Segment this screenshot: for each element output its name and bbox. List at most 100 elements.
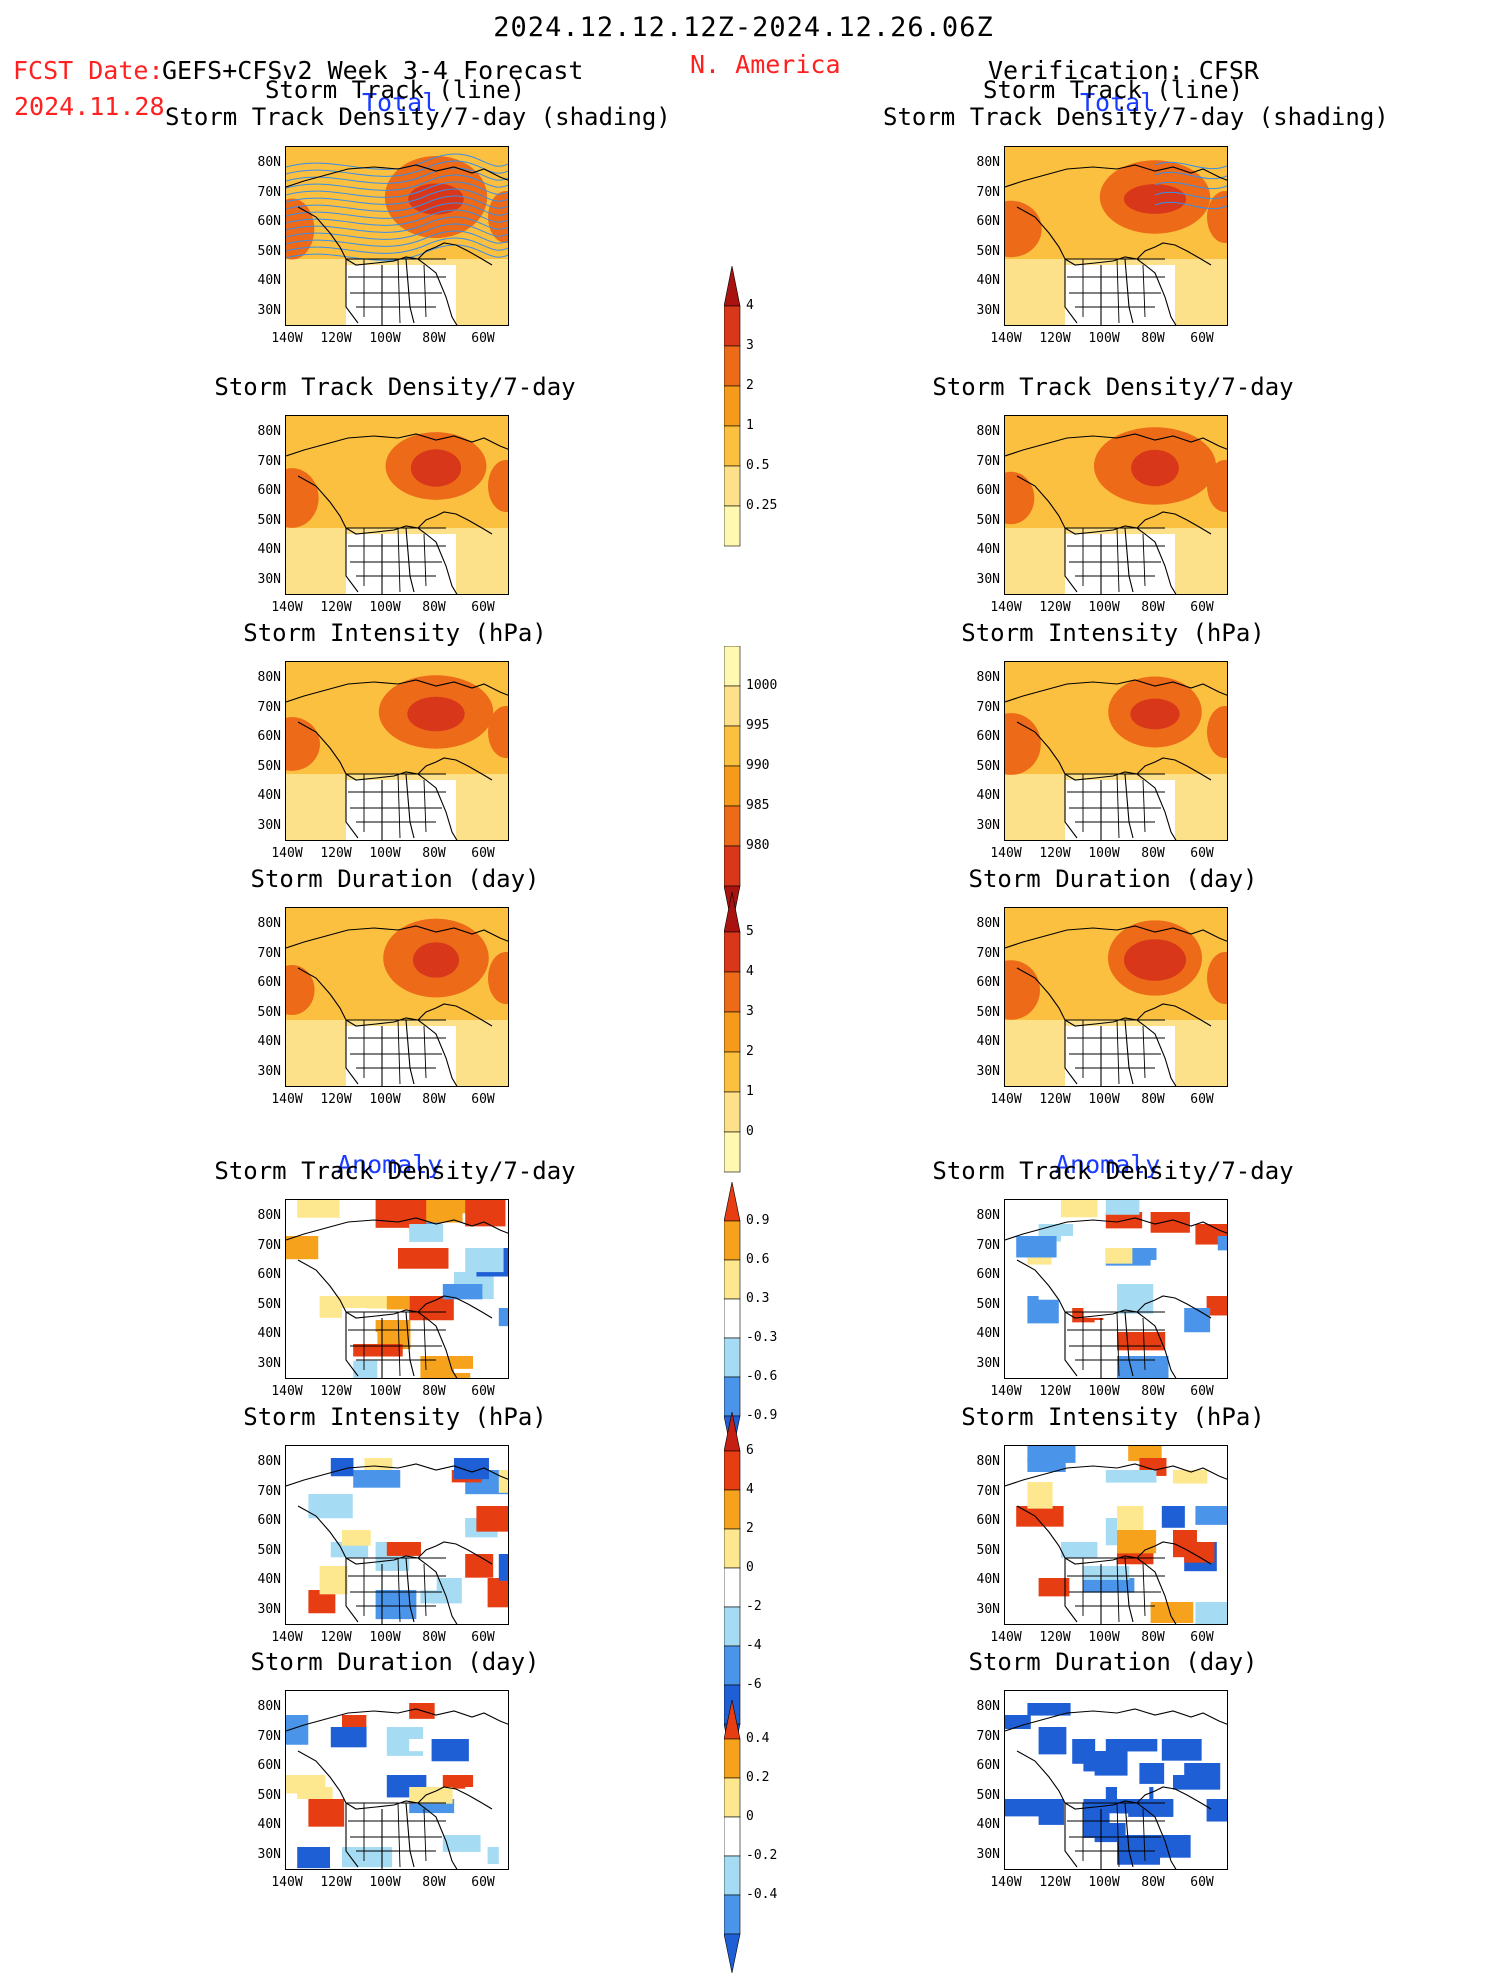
colorbar-label: 0.5: [746, 458, 770, 473]
lat-label: 80N: [257, 424, 281, 439]
lon-label: 100W: [1088, 1092, 1120, 1107]
colorbar-label: 4: [746, 298, 754, 313]
colorbar-label: 4: [746, 964, 754, 979]
colorbar-label: 1000: [746, 678, 778, 693]
section-total-right: Total: [1080, 88, 1156, 117]
lat-label: 40N: [976, 1326, 1000, 1341]
lon-label: 140W: [990, 600, 1022, 615]
lat-label: 40N: [257, 1034, 281, 1049]
map-panel-r5-L: [285, 1445, 509, 1625]
panel-title-r3-R-0: Storm Duration (day): [968, 865, 1258, 893]
lat-label: 50N: [976, 1296, 1000, 1312]
colorbar-density-total: [724, 266, 741, 547]
panel-title-r6-L-0: Storm Duration (day): [250, 1648, 540, 1676]
lon-label: 60W: [1190, 846, 1214, 861]
lat-label: 70N: [257, 1483, 281, 1499]
panel-title-r1-R-0: Storm Track Density/7-day: [932, 373, 1294, 401]
lon-label: 80W: [1141, 1092, 1165, 1107]
lon-label: 120W: [1039, 1092, 1071, 1107]
lon-label: 80W: [1141, 1630, 1165, 1645]
lon-label: 120W: [1039, 1630, 1071, 1645]
lat-label: 50N: [976, 758, 1000, 774]
map-panel-r1-L: [285, 415, 509, 595]
lat-label: 60N: [257, 975, 281, 990]
lat-label: 30N: [257, 571, 281, 587]
colorbar-label: 0: [746, 1560, 754, 1575]
lon-label: 80W: [422, 1384, 446, 1399]
lat-label: 30N: [257, 817, 281, 833]
lon-label: 100W: [1088, 1384, 1120, 1399]
lat-label: 30N: [976, 1846, 1000, 1862]
colorbar-label: 0: [746, 1809, 754, 1824]
section-total-left: Total: [362, 88, 438, 117]
colorbar-label: 985: [746, 798, 770, 813]
lat-label: 30N: [976, 817, 1000, 833]
lat-label: 60N: [976, 1513, 1000, 1528]
colorbar-duration-total: [724, 892, 741, 1173]
lon-label: 80W: [422, 1092, 446, 1107]
colorbar-intensity-total: [724, 646, 741, 927]
lon-label: 60W: [1190, 1384, 1214, 1399]
lon-label: 140W: [271, 1092, 303, 1107]
lat-label: 50N: [257, 758, 281, 774]
lat-label: 30N: [976, 1601, 1000, 1617]
lat-label: 60N: [257, 1758, 281, 1773]
lon-label: 60W: [471, 331, 495, 346]
lat-label: 70N: [257, 945, 281, 961]
colorbar-label: -6: [746, 1677, 762, 1692]
lat-label: 60N: [976, 214, 1000, 229]
colorbar-label: 0: [746, 1124, 754, 1139]
lon-label: 80W: [422, 846, 446, 861]
lon-label: 140W: [990, 1875, 1022, 1890]
lon-label: 100W: [369, 1875, 401, 1890]
colorbar-label: 0.6: [746, 1252, 770, 1267]
lon-label: 80W: [1141, 846, 1165, 861]
lat-label: 50N: [257, 1787, 281, 1803]
lon-label: 100W: [1088, 1875, 1120, 1890]
lon-label: 120W: [320, 1092, 352, 1107]
lon-label: 80W: [422, 1630, 446, 1645]
colorbar-label: 995: [746, 718, 770, 733]
colorbar-label: 2: [746, 1521, 754, 1536]
lon-label: 100W: [369, 1092, 401, 1107]
lat-label: 40N: [257, 273, 281, 288]
lon-label: 120W: [320, 846, 352, 861]
lon-label: 120W: [1039, 1384, 1071, 1399]
colorbar-label: 1: [746, 1084, 754, 1099]
lat-label: 60N: [976, 1758, 1000, 1773]
map-panel-r4-L: [285, 1199, 509, 1379]
lon-label: 100W: [1088, 1630, 1120, 1645]
lat-label: 50N: [257, 1296, 281, 1312]
colorbar-label: 4: [746, 1482, 754, 1497]
lon-label: 100W: [369, 600, 401, 615]
map-panel-r2-R: [1004, 661, 1228, 841]
lon-label: 100W: [369, 331, 401, 346]
lon-label: 80W: [1141, 600, 1165, 615]
lat-label: 70N: [976, 699, 1000, 715]
colorbar-label: -0.4: [746, 1887, 778, 1902]
colorbar-label: -0.2: [746, 1848, 778, 1863]
lat-label: 60N: [257, 1267, 281, 1282]
lat-label: 30N: [976, 1355, 1000, 1371]
panel-title-r1-L-0: Storm Track Density/7-day: [214, 373, 576, 401]
verification-label: Verification: CFSR: [988, 56, 1259, 85]
lat-label: 80N: [257, 1699, 281, 1714]
colorbar-label: -4: [746, 1638, 762, 1653]
lat-label: 80N: [976, 916, 1000, 931]
colorbar-label: 990: [746, 758, 770, 773]
panel-title-r0-L-1: Storm Track Density/7-day (shading): [165, 103, 671, 131]
lon-label: 80W: [1141, 1384, 1165, 1399]
panel-title-r0-L-0: Storm Track (line): [264, 76, 526, 104]
colorbar-label: 2: [746, 1044, 754, 1059]
lon-label: 140W: [990, 1384, 1022, 1399]
section-anomaly-right: Anomaly: [1055, 1150, 1161, 1179]
lon-label: 120W: [320, 600, 352, 615]
map-panel-r3-L: [285, 907, 509, 1087]
lat-label: 50N: [257, 512, 281, 528]
panel-title-r3-L-0: Storm Duration (day): [250, 865, 540, 893]
lat-label: 40N: [976, 788, 1000, 803]
lat-label: 30N: [257, 1063, 281, 1079]
lon-label: 100W: [369, 846, 401, 861]
date-range-title: 2024.12.12.12Z-2024.12.26.06Z: [493, 12, 994, 43]
colorbar-label: 6: [746, 1443, 754, 1458]
